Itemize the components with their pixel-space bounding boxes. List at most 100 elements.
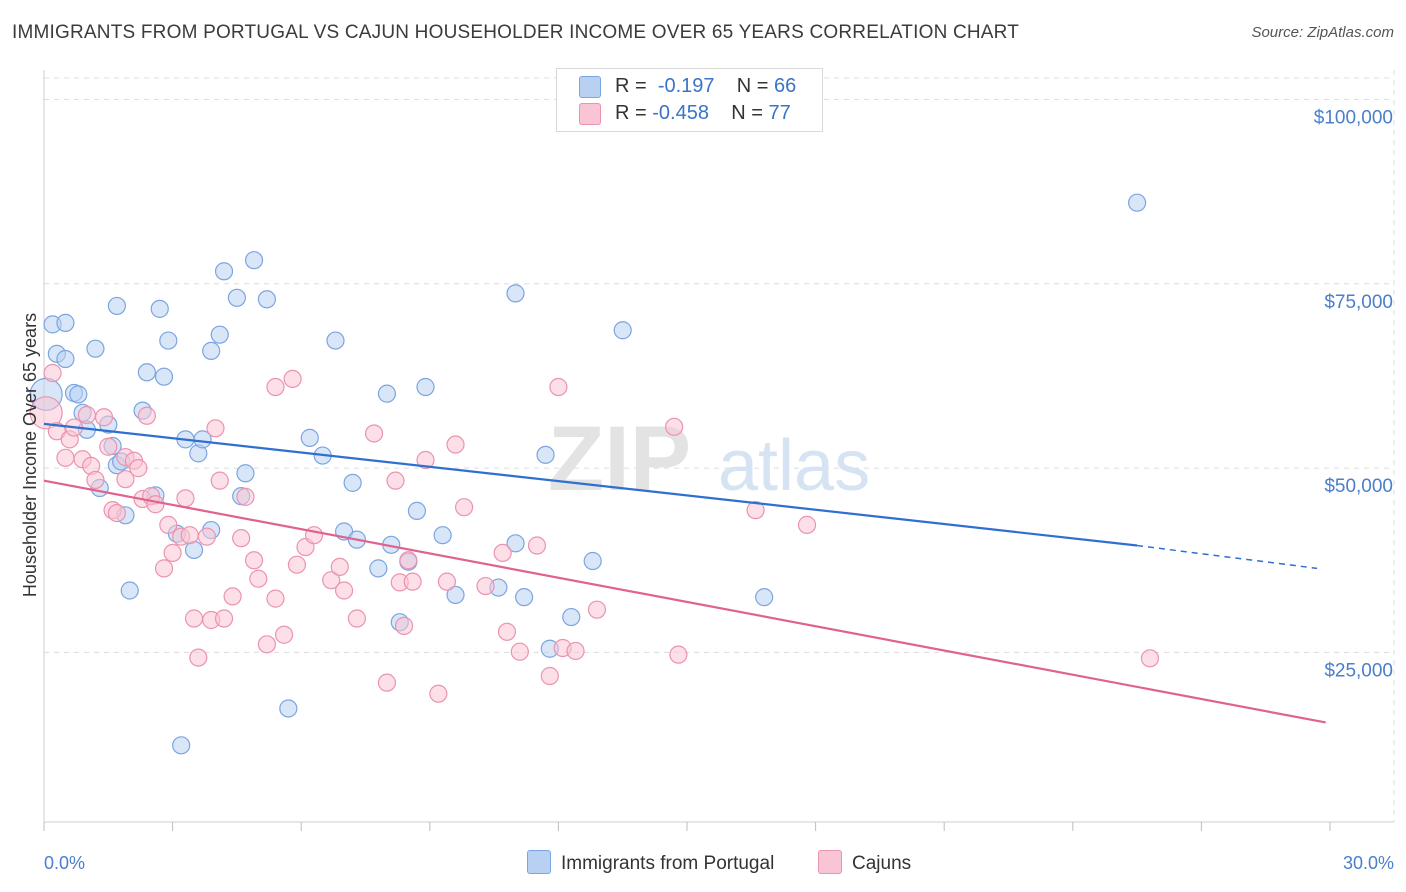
point-cajuns <box>232 529 251 548</box>
point-cajuns <box>274 625 294 644</box>
point-cajuns <box>189 648 208 667</box>
x-tick-right: 30.0% <box>1343 853 1394 873</box>
point-portugal <box>172 736 191 755</box>
point-portugal <box>343 473 362 492</box>
point-cajuns <box>364 424 384 443</box>
point-cajuns <box>322 571 341 590</box>
point-portugal <box>446 585 465 605</box>
point-cajuns <box>429 684 448 703</box>
axes <box>43 70 1394 831</box>
point-cajuns <box>163 543 182 563</box>
point-cajuns <box>669 645 688 664</box>
point-cajuns <box>29 396 63 430</box>
bottom-legend-swatch-pink <box>818 850 842 874</box>
point-cajuns <box>416 450 435 470</box>
point-portugal <box>150 299 169 318</box>
point-cajuns <box>454 498 474 517</box>
bottom-legend-cajuns: Cajuns <box>818 850 912 876</box>
point-portugal <box>515 588 534 607</box>
point-cajuns <box>493 543 512 563</box>
point-portugal <box>227 288 246 307</box>
source-credit: Source: ZipAtlas.com <box>1251 24 1394 41</box>
point-portugal <box>506 534 525 553</box>
point-cajuns <box>244 551 264 570</box>
point-portugal <box>583 551 602 571</box>
point-cajuns <box>176 489 195 508</box>
point-cajuns <box>497 622 517 641</box>
y-tick-50000: $50,000 <box>1324 476 1393 497</box>
point-portugal <box>107 296 126 316</box>
y-tick-25000: $25,000 <box>1324 660 1393 681</box>
point-cajuns <box>394 616 414 635</box>
point-portugal <box>506 284 525 303</box>
point-portugal <box>202 341 221 360</box>
point-portugal <box>120 581 139 600</box>
point-cajuns <box>257 635 277 654</box>
legend-r-label: R = <box>615 102 647 124</box>
point-portugal <box>433 526 452 545</box>
point-cajuns <box>377 673 397 692</box>
point-cajuns <box>746 501 765 520</box>
point-cajuns <box>304 526 324 545</box>
legend-n-value-portugal: 66 <box>774 75 797 97</box>
point-cajuns <box>116 470 135 489</box>
point-cajuns <box>56 448 75 467</box>
trend-lines <box>43 422 1326 724</box>
point-cajuns <box>249 569 268 588</box>
point-cajuns <box>399 551 418 570</box>
point-portugal <box>193 430 212 449</box>
point-portugal <box>416 377 435 397</box>
point-cajuns <box>129 459 148 478</box>
point-cajuns <box>86 470 105 490</box>
point-cajuns <box>540 666 559 686</box>
data-points <box>29 193 1160 755</box>
point-portugal <box>755 588 774 607</box>
point-portugal <box>137 363 156 382</box>
point-cajuns <box>94 408 114 427</box>
bottom-legend-portugal: Immigrants from Portugal <box>527 850 775 876</box>
y-tick-100000: $100,000 <box>1314 107 1393 128</box>
point-cajuns <box>266 589 285 608</box>
point-cajuns <box>437 572 457 591</box>
point-portugal <box>159 331 178 350</box>
point-portugal <box>236 464 255 483</box>
point-portugal <box>210 325 229 344</box>
point-cajuns <box>386 471 405 490</box>
point-cajuns <box>510 642 529 661</box>
point-portugal <box>300 428 319 447</box>
point-cajuns <box>43 363 62 383</box>
point-cajuns <box>446 435 465 454</box>
point-cajuns <box>236 487 255 506</box>
x-tick-left: 0.0% <box>44 853 85 873</box>
point-cajuns <box>47 422 66 441</box>
legend-n-value-cajuns: 77 <box>768 102 791 124</box>
legend-r-value-portugal: -0.197 <box>657 75 715 97</box>
point-cajuns <box>527 536 547 555</box>
point-portugal <box>369 559 388 578</box>
point-cajuns <box>184 609 204 628</box>
point-portugal <box>56 313 75 332</box>
point-portugal <box>613 321 632 340</box>
point-cajuns <box>665 417 684 436</box>
bottom-legend-label-portugal: Immigrants from Portugal <box>561 853 775 875</box>
point-cajuns <box>137 406 156 425</box>
legend-n-label: N = <box>736 75 769 97</box>
point-portugal <box>86 339 105 358</box>
point-cajuns <box>107 503 126 523</box>
point-cajuns <box>99 437 118 456</box>
point-cajuns <box>197 527 216 546</box>
point-portugal <box>562 607 581 627</box>
point-cajuns <box>334 581 354 600</box>
point-portugal <box>244 251 264 270</box>
point-portugal <box>407 501 427 520</box>
bottom-legend-label-cajuns: Cajuns <box>852 853 912 875</box>
legend-swatch-blue <box>579 75 601 98</box>
point-cajuns <box>347 609 367 628</box>
watermark-atlas: atlas <box>718 426 870 506</box>
point-cajuns <box>214 609 234 628</box>
point-portugal <box>214 262 234 281</box>
point-portugal <box>326 331 345 350</box>
point-portugal <box>279 699 298 718</box>
point-cajuns <box>283 369 302 389</box>
y-tick-labels: $25,000 $50,000 $75,000 $100,000 <box>1314 107 1393 681</box>
